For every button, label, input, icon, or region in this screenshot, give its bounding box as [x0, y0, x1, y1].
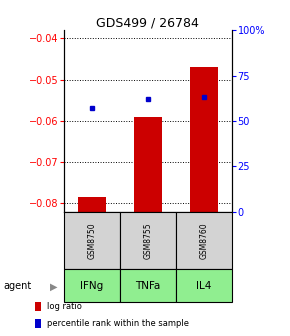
Text: percentile rank within the sample: percentile rank within the sample: [47, 319, 189, 328]
Bar: [134, 117, 162, 212]
Bar: [64, 212, 120, 269]
Text: GSM8750: GSM8750: [87, 222, 96, 259]
Bar: [64, 269, 120, 302]
Text: TNFa: TNFa: [135, 281, 161, 291]
Text: IL4: IL4: [196, 281, 212, 291]
Bar: [176, 269, 232, 302]
Bar: [120, 212, 176, 269]
Text: ▶: ▶: [50, 281, 57, 291]
Title: GDS499 / 26784: GDS499 / 26784: [97, 16, 199, 29]
Text: log ratio: log ratio: [47, 302, 82, 311]
Bar: [176, 212, 232, 269]
Bar: [78, 197, 106, 212]
Text: GSM8760: GSM8760: [200, 222, 209, 259]
Bar: [190, 67, 218, 212]
Text: GSM8755: GSM8755: [143, 222, 153, 259]
Text: IFNg: IFNg: [80, 281, 104, 291]
Text: agent: agent: [3, 281, 31, 291]
Bar: [120, 269, 176, 302]
